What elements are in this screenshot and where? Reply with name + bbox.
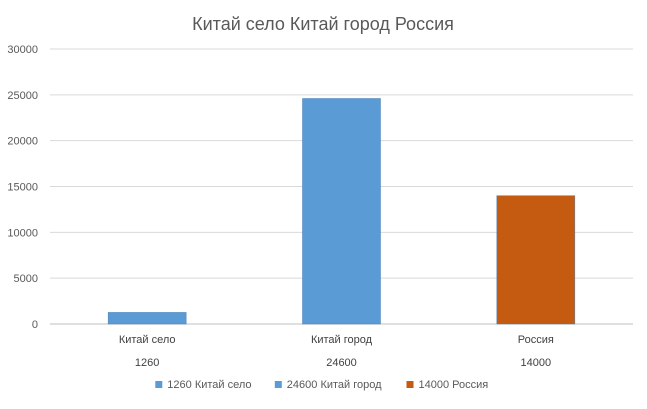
legend-swatch [406,381,414,388]
y-tick-label: 20000 [7,136,38,148]
category-label: Россия [518,334,554,346]
y-tick-label: 30000 [7,44,38,56]
legend-label: 1260 Китай село [167,379,251,391]
category-label: Китай город [311,334,373,346]
legend-swatch [155,381,163,388]
y-tick-label: 15000 [7,182,38,194]
y-axis-ticks: 0 5000 10000 15000 20000 25000 30000 [7,44,38,331]
bar [107,312,187,325]
legend-label: 24600 Китай город [287,379,382,391]
bar [302,98,381,325]
y-tick-label: 10000 [7,227,38,239]
bar [496,195,576,325]
y-tick-label: 0 [32,319,38,331]
category-label: Китай село [119,334,176,346]
category-sublabel: 24600 [326,357,357,369]
legend-label: 14000 Россия [419,379,489,391]
chart-title: Китай село Китай город Россия [192,14,454,34]
bars [107,98,576,325]
category-sublabel: 14000 [521,357,552,369]
category-labels: Китай село 1260 Китай город 24600 Россия 1400… [119,334,554,369]
y-tick-label: 25000 [7,90,38,102]
y-tick-label: 5000 [14,273,38,285]
category-sublabel: 1260 [135,357,159,369]
legend-swatch [274,381,282,388]
legend: 1260 Китай село 24600 Китай город 14000 Ро… [155,379,488,391]
